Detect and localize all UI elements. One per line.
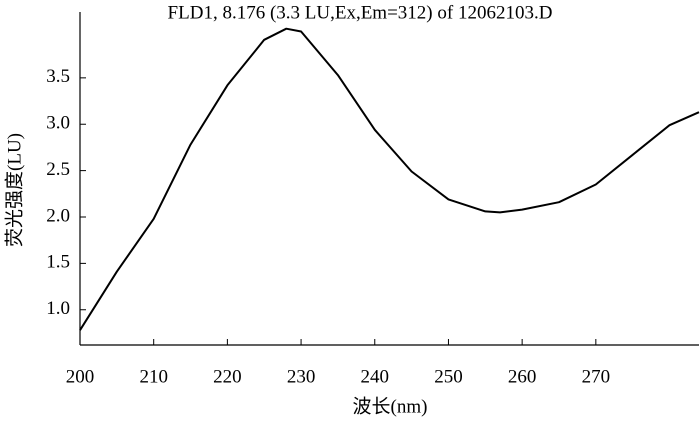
chart-title: FLD1, 8.176 (3.3 LU,Ex,Em=312) of 120621…	[168, 2, 553, 23]
line-series	[79, 27, 700, 331]
y-axis-label: 荧光强度(LU)	[3, 133, 25, 247]
x-tick-label: 230	[287, 366, 316, 387]
y-tick-label: 3.5	[46, 66, 70, 87]
x-axis-label: 波长(nm)	[353, 395, 428, 417]
y-tick-label: 3.0	[46, 113, 70, 134]
x-tick-label: 210	[139, 366, 168, 387]
x-tick-label: 260	[508, 366, 537, 387]
x-tick-label: 200	[66, 366, 95, 387]
y-tick-label: 2.0	[46, 205, 70, 226]
y-tick-label: 1.0	[46, 298, 70, 319]
y-tick-label: 1.5	[46, 252, 70, 273]
y-tick-label: 2.5	[46, 159, 70, 180]
x-tick-label: 250	[434, 366, 463, 387]
x-tick-label: 220	[213, 366, 242, 387]
x-tick-label: 270	[582, 366, 611, 387]
x-tick-label: 240	[361, 366, 390, 387]
